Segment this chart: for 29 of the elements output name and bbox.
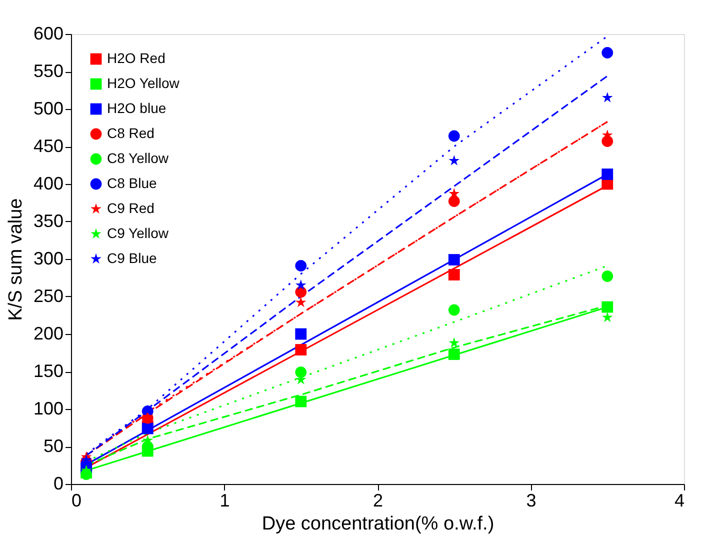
y-tick-label: 0: [53, 474, 64, 494]
y-tick-label: 550: [33, 61, 64, 81]
x-tick-label: 1: [220, 490, 230, 510]
y-tick-label: 400: [33, 174, 64, 194]
x-tick-label: 4: [674, 490, 684, 510]
legend-label: C9 Blue: [107, 250, 158, 266]
legend-label: C8 Red: [107, 125, 154, 141]
y-tick-label: 200: [33, 324, 64, 344]
x-tick-label: 2: [372, 490, 384, 510]
y-tick-label: 600: [33, 24, 64, 44]
y-tick-label: 100: [33, 398, 64, 418]
y-axis-title: K/S sum value: [5, 198, 26, 321]
legend-label: C8 Blue: [107, 175, 158, 191]
legend-label: H2O Yellow: [107, 75, 180, 91]
y-tick-label: 50: [43, 436, 64, 456]
legend-label: H2O Red: [107, 50, 166, 66]
legend-label: C8 Yellow: [107, 150, 170, 166]
legend-label: C9 Red: [107, 200, 154, 216]
y-tick-label: 500: [33, 98, 64, 118]
y-tick-label: 150: [33, 361, 64, 381]
x-tick-label: 3: [526, 490, 536, 510]
y-tick-label: 450: [33, 136, 64, 156]
x-tick-label: 0: [72, 490, 82, 510]
y-tick-label: 250: [33, 286, 64, 306]
legend-label: C9 Yellow: [107, 225, 170, 241]
y-tick-label: 350: [33, 211, 64, 231]
legend-label: H2O blue: [107, 100, 166, 116]
x-axis-title: Dye concentration(% o.w.f.): [262, 514, 494, 534]
y-tick-label: 300: [33, 248, 64, 268]
